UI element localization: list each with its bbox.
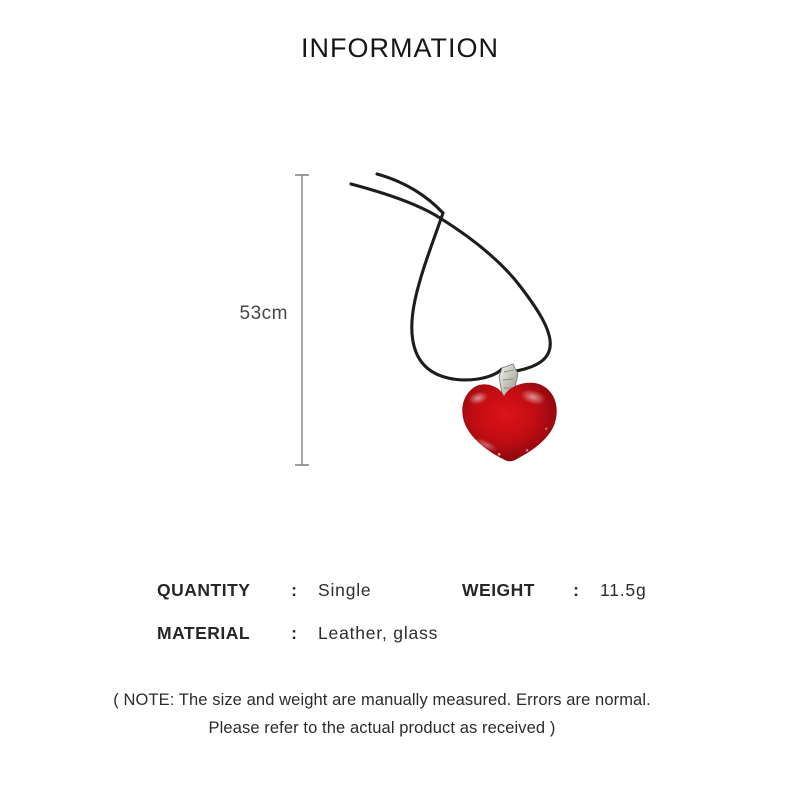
heart-highlight-left (468, 391, 488, 405)
spec-row-quantity: QUANTITY : Single (157, 578, 371, 602)
spec-value-weight: 11.5g (600, 580, 647, 600)
spec-row-material: MATERIAL : Leather, glass (157, 621, 438, 645)
spec-colon-material: : (291, 623, 297, 643)
page-title: INFORMATION (301, 33, 499, 63)
disclaimer-line-1: ( NOTE: The size and weight are manually… (113, 691, 651, 709)
spec-value-quantity: Single (318, 580, 372, 600)
necklace-product-image (349, 172, 557, 462)
heart-glint-2 (525, 449, 529, 452)
heart-glint-1 (497, 452, 501, 456)
spec-label-weight: WEIGHT (462, 580, 535, 600)
pendant-bail-twist-lines (502, 369, 515, 389)
heart-glint-3 (545, 427, 548, 430)
spec-row-weight: WEIGHT : 11.5g (462, 578, 647, 602)
measurement-line (295, 174, 309, 466)
spec-colon-weight: : (573, 580, 579, 600)
spec-label-quantity: QUANTITY (157, 580, 251, 600)
heart-highlight-bottom (473, 437, 498, 452)
heart-highlight-right (520, 389, 546, 405)
spec-label-material: MATERIAL (157, 623, 251, 643)
necklace-cord-left-strand (375, 172, 504, 382)
disclaimer-note: ( NOTE: The size and weight are manually… (0, 686, 764, 742)
disclaimer-line-2: Please refer to the actual product as re… (208, 719, 556, 737)
spec-colon-quantity: : (291, 580, 297, 600)
spec-value-material: Leather, glass (318, 623, 439, 643)
measurement-value-label: 53cm (239, 303, 288, 324)
heart-pendant (462, 382, 557, 462)
necklace-cord-right-strand (349, 182, 552, 373)
